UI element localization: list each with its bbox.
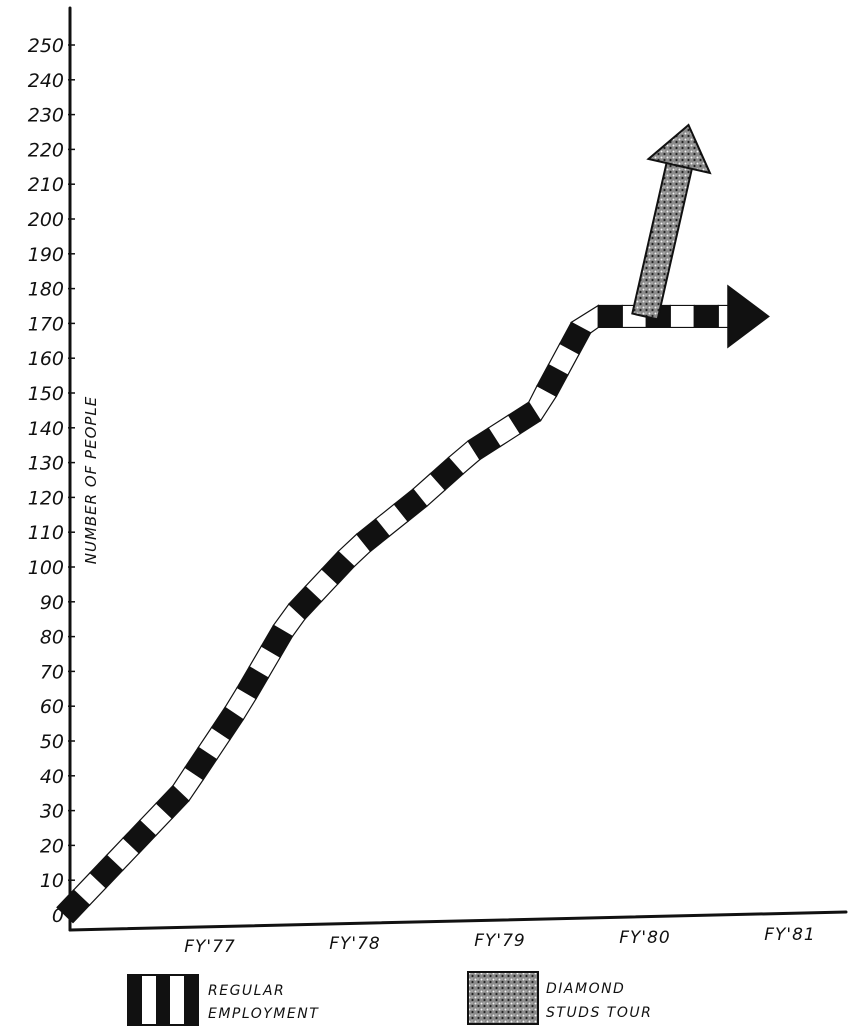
- y-tick-label: 130: [28, 453, 64, 475]
- legend-swatch-border: [127, 974, 199, 1026]
- y-tick-label: 210: [28, 174, 64, 196]
- y-tick-label: 150: [28, 383, 64, 405]
- y-tick-label: 50: [40, 731, 64, 753]
- legend-swatch-diamond-studs-tour: [467, 971, 539, 1025]
- ribbon-band: [669, 304, 695, 329]
- legend-label-diamond-line1: DIAMOND: [546, 981, 625, 997]
- y-tick-label: 70: [40, 661, 64, 683]
- y-tick-label: 80: [40, 627, 64, 649]
- y-tick-label: 170: [28, 313, 64, 335]
- series-diamond-studs-tour: [631, 159, 694, 321]
- x-tick-label: FY'78: [329, 934, 380, 954]
- y-tick-label: 200: [28, 209, 64, 231]
- regular-employment-arrow-head: [727, 284, 770, 349]
- x-tick-label: FY'79: [474, 931, 525, 951]
- x-tick-label: FY'80: [619, 928, 670, 948]
- series: [56, 123, 770, 924]
- y-tick-label: 30: [40, 801, 64, 823]
- y-tick-label: 230: [28, 105, 64, 127]
- legend-label-regular-line2: EMPLOYMENT: [208, 1006, 319, 1022]
- legend-swatch-band: [142, 975, 156, 1025]
- y-tick-label: 60: [40, 696, 64, 718]
- y-tick-label: 140: [28, 418, 64, 440]
- diamond-studs-arrow-head: [646, 123, 712, 175]
- legend-swatch-band: [156, 975, 170, 1025]
- legend-swatch-band: [170, 975, 184, 1025]
- legend: REGULAR EMPLOYMENT DIAMOND STUDS TOUR: [127, 971, 652, 1026]
- y-tick-label: 40: [40, 766, 64, 788]
- series-regular-employment: [56, 304, 731, 924]
- y-tick-label: 10: [40, 870, 64, 892]
- y-tick-label: 250: [28, 35, 64, 57]
- x-axis-line: [68, 910, 848, 932]
- y-tick-label: 160: [28, 348, 64, 370]
- legend-swatch-band: [184, 975, 198, 1025]
- y-tick-label: 180: [28, 279, 64, 301]
- y-tick-label: 20: [40, 835, 64, 857]
- y-tick-label: 90: [40, 592, 64, 614]
- ribbon-band: [597, 304, 623, 329]
- y-tick-label: 100: [28, 557, 64, 579]
- y-tick-label: 240: [28, 70, 64, 92]
- x-tick-label: FY'81: [764, 925, 815, 945]
- y-tick-label: 120: [28, 487, 64, 509]
- y-axis-title: NUMBER OF PEOPLE: [82, 396, 100, 565]
- legend-label-regular-line1: REGULAR: [208, 983, 285, 999]
- legend-swatch-band: [128, 975, 142, 1025]
- legend-label-diamond-line2: STUDS TOUR: [546, 1005, 652, 1021]
- axes: 0102030405060708090100110120130140150160…: [28, 6, 848, 957]
- ribbon-band: [693, 304, 719, 329]
- x-tick-label: FY'77: [184, 937, 235, 957]
- y-tick-label: 110: [28, 522, 64, 544]
- y-tick-label: 220: [28, 139, 64, 161]
- y-tick-label: 190: [28, 244, 64, 266]
- legend-swatch-regular-employment: [127, 974, 199, 1026]
